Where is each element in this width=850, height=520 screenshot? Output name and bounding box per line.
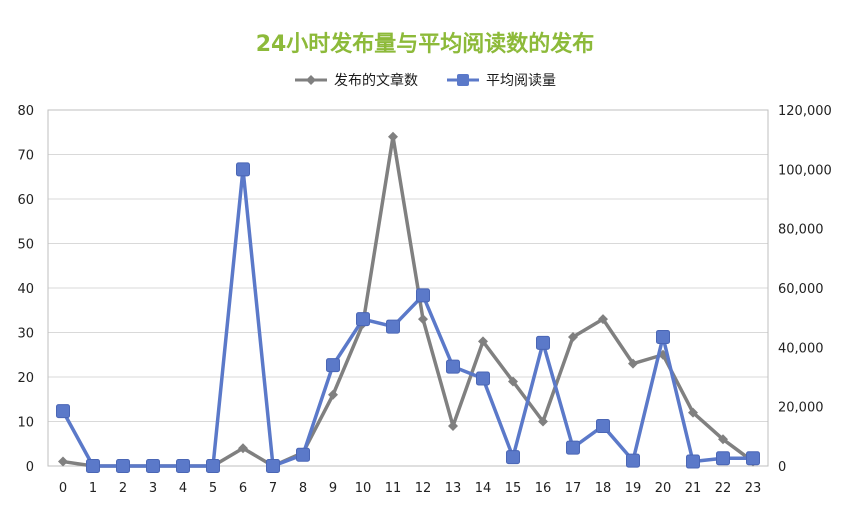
plot-border bbox=[47, 109, 769, 467]
y-right-tick-label: 80,000 bbox=[778, 223, 824, 238]
x-tick-label: 21 bbox=[685, 481, 702, 496]
x-tick-label: 14 bbox=[475, 481, 492, 496]
y-left-tick-label: 70 bbox=[17, 149, 34, 164]
data-point-articles bbox=[688, 407, 698, 418]
y-left-tick-label: 50 bbox=[17, 238, 34, 253]
x-tick-label: 10 bbox=[355, 481, 372, 496]
x-tick-label: 15 bbox=[505, 481, 522, 496]
x-tick-label: 17 bbox=[565, 481, 582, 496]
y-right-tick-label: 0 bbox=[778, 460, 786, 475]
x-tick-label: 22 bbox=[715, 481, 732, 496]
x-tick-label: 7 bbox=[269, 481, 277, 496]
legend-item-articles: 发布的文章数 bbox=[294, 70, 418, 90]
data-point-avg-reads bbox=[416, 288, 430, 303]
data-point-avg-reads bbox=[686, 454, 700, 469]
x-tick-label: 6 bbox=[239, 481, 247, 496]
data-point-avg-reads bbox=[386, 319, 400, 334]
data-point-avg-reads bbox=[506, 450, 520, 465]
x-tick-label: 11 bbox=[385, 481, 402, 496]
x-tick-label: 20 bbox=[655, 481, 672, 496]
chart-title: 24小时发布量与平均阅读数的发布 bbox=[255, 32, 595, 57]
data-point-avg-reads bbox=[446, 359, 460, 374]
x-tick-label: 4 bbox=[179, 481, 187, 496]
series-line-articles bbox=[61, 134, 755, 468]
data-point-articles bbox=[598, 314, 608, 325]
data-point-articles bbox=[418, 314, 428, 325]
x-tick-label: 9 bbox=[329, 481, 337, 496]
x-tick-label: 8 bbox=[299, 481, 307, 496]
data-point-articles bbox=[448, 420, 458, 431]
data-point-articles bbox=[508, 376, 518, 387]
legend-square-marker-icon bbox=[447, 74, 479, 86]
y-left-tick-label: 60 bbox=[17, 193, 34, 208]
data-point-avg-reads bbox=[176, 459, 190, 473]
data-point-avg-reads bbox=[656, 329, 670, 344]
data-point-avg-reads bbox=[266, 459, 280, 473]
data-point-avg-reads bbox=[476, 371, 490, 386]
x-tick-label: 1 bbox=[89, 481, 97, 496]
y-right-tick-label: 100,000 bbox=[778, 163, 832, 178]
data-point-avg-reads bbox=[566, 440, 580, 455]
y-left-tick-label: 10 bbox=[17, 416, 34, 431]
data-point-articles bbox=[538, 416, 548, 427]
data-point-articles bbox=[328, 389, 338, 400]
legend-diamond-marker-icon bbox=[295, 75, 327, 85]
data-point-avg-reads bbox=[206, 459, 220, 473]
data-point-avg-reads bbox=[626, 453, 640, 468]
data-point-avg-reads bbox=[86, 459, 100, 473]
data-point-articles bbox=[238, 443, 248, 454]
x-tick-label: 18 bbox=[595, 481, 612, 496]
data-point-articles bbox=[628, 358, 638, 369]
x-tick-label: 0 bbox=[59, 481, 67, 496]
y-right-tick-label: 120,000 bbox=[778, 104, 832, 119]
data-point-avg-reads bbox=[296, 447, 310, 462]
y-left-tick-label: 80 bbox=[17, 104, 34, 119]
y-left-tick-label: 20 bbox=[17, 371, 34, 386]
y-left-tick-label: 40 bbox=[17, 282, 34, 297]
data-point-avg-reads bbox=[746, 451, 760, 466]
x-tick-label: 12 bbox=[415, 481, 432, 496]
chart-legend: 发布的文章数 平均阅读量 bbox=[0, 70, 850, 90]
x-tick-label: 2 bbox=[119, 481, 127, 496]
x-tick-label: 23 bbox=[745, 481, 762, 496]
data-point-articles bbox=[718, 434, 728, 445]
data-point-avg-reads bbox=[536, 335, 550, 350]
y-right-tick-label: 40,000 bbox=[778, 341, 824, 356]
data-point-avg-reads bbox=[356, 312, 370, 327]
data-point-articles bbox=[58, 456, 68, 467]
data-point-avg-reads bbox=[326, 358, 340, 373]
y-left-tick-label: 30 bbox=[17, 327, 34, 342]
y-right-tick-label: 20,000 bbox=[778, 401, 824, 416]
data-point-articles bbox=[478, 336, 488, 347]
data-point-articles bbox=[568, 331, 578, 342]
data-point-avg-reads bbox=[236, 162, 250, 177]
legend-label-articles: 发布的文章数 bbox=[334, 73, 418, 89]
x-tick-label: 16 bbox=[535, 481, 552, 496]
x-tick-label: 19 bbox=[625, 481, 642, 496]
y-right-tick-label: 60,000 bbox=[778, 282, 824, 297]
data-point-avg-reads bbox=[56, 404, 70, 419]
x-tick-label: 5 bbox=[209, 481, 217, 496]
x-tick-label: 13 bbox=[445, 481, 462, 496]
data-point-avg-reads bbox=[716, 451, 730, 466]
data-point-avg-reads bbox=[596, 418, 610, 433]
data-point-articles bbox=[388, 131, 398, 142]
x-tick-label: 3 bbox=[149, 481, 157, 496]
legend-item-avg-reads: 平均阅读量 bbox=[446, 70, 556, 90]
y-left-tick-label: 0 bbox=[26, 460, 34, 475]
data-point-avg-reads bbox=[116, 459, 130, 473]
legend-label-avg-reads: 平均阅读量 bbox=[486, 73, 556, 89]
data-point-avg-reads bbox=[146, 459, 160, 473]
